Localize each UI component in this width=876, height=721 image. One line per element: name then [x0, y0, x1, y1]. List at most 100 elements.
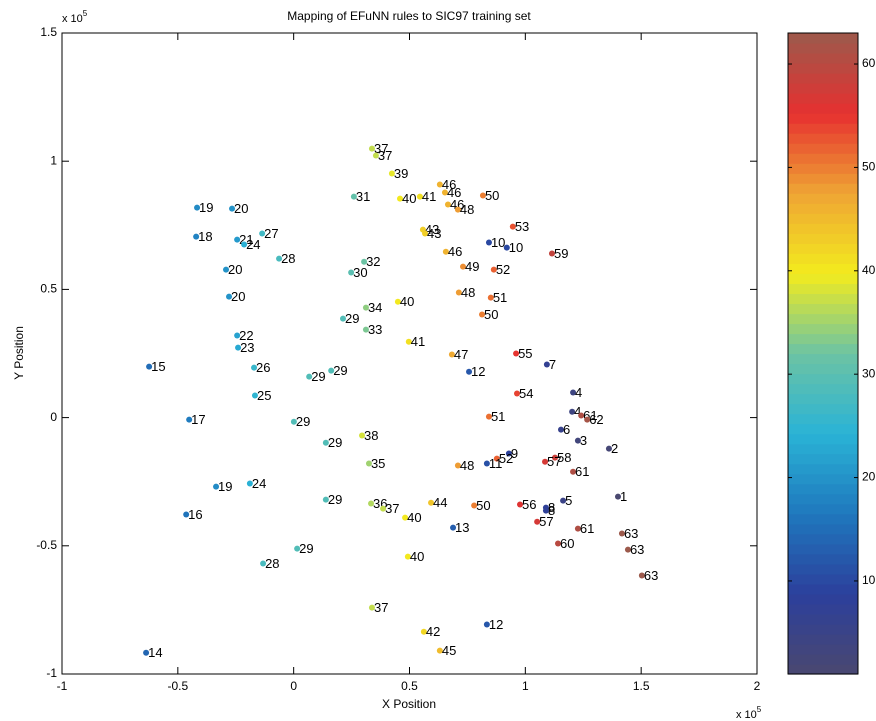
colorbar-band — [788, 323, 858, 335]
point — [186, 416, 193, 423]
colorbar-band — [788, 663, 858, 675]
point-label: 20 — [234, 201, 248, 216]
point — [505, 450, 512, 457]
point-label: 37 — [374, 141, 388, 156]
colorbar-tick-label: 40 — [862, 263, 876, 277]
point — [322, 496, 329, 503]
point — [441, 189, 448, 196]
point-label: 55 — [518, 346, 532, 361]
point-label: 33 — [368, 322, 382, 337]
colorbar-band — [788, 483, 858, 495]
colorbar-band — [788, 553, 858, 565]
colorbar-band — [788, 593, 858, 605]
x-tick-label: 1 — [522, 679, 529, 693]
colorbar-band — [788, 93, 858, 104]
point — [558, 426, 565, 433]
point — [368, 145, 375, 152]
point — [444, 201, 451, 208]
point — [368, 604, 375, 611]
colorbar-band — [788, 603, 858, 615]
point-label: 60 — [560, 536, 574, 551]
point — [483, 460, 490, 467]
point — [624, 546, 631, 553]
colorbar-band — [788, 183, 858, 194]
colorbar-band — [788, 513, 858, 525]
point — [615, 493, 621, 500]
point — [388, 170, 395, 177]
colorbar-band — [788, 343, 858, 355]
point — [362, 326, 369, 333]
point-label: 25 — [257, 388, 271, 403]
point — [251, 392, 258, 399]
point — [503, 244, 510, 251]
colorbar-band — [788, 543, 858, 555]
colorbar-band — [788, 443, 858, 455]
point — [448, 351, 455, 358]
point-label: 31 — [356, 189, 370, 204]
point-label: 29 — [333, 363, 347, 378]
colorbar-band — [788, 363, 858, 375]
point-label: 3 — [580, 433, 587, 448]
colorbar-band — [788, 333, 858, 345]
point-label: 39 — [394, 166, 408, 181]
colorbar-band — [788, 313, 858, 325]
colorbar-band — [788, 633, 858, 645]
point — [509, 223, 516, 230]
point-label: 29 — [311, 369, 325, 384]
point — [402, 514, 409, 521]
point-label: 24 — [246, 237, 260, 252]
point — [260, 560, 267, 567]
colorbar-band — [788, 103, 858, 114]
point — [146, 363, 153, 370]
multiplier-exponent: 5 — [83, 9, 88, 18]
point-label: 27 — [264, 226, 278, 241]
point-label: 42 — [426, 624, 440, 639]
colorbar-band — [788, 73, 858, 84]
point-label: 19 — [199, 200, 213, 215]
point-label: 20 — [231, 289, 245, 304]
point — [542, 458, 549, 465]
point — [194, 204, 201, 211]
x-tick-label: -0.5 — [167, 679, 188, 693]
colorbar-tick-label: 10 — [862, 573, 876, 587]
point — [551, 454, 558, 461]
point — [368, 500, 375, 507]
point-label: 46 — [450, 197, 464, 212]
point-label: 43 — [425, 222, 439, 237]
point-label: 62 — [589, 412, 603, 427]
y-tick-label: -0.5 — [36, 538, 57, 552]
colorbar-band — [788, 253, 858, 264]
point-label: 61 — [580, 521, 594, 536]
point-label: 26 — [256, 360, 270, 375]
y-tick-label: -1 — [46, 666, 57, 680]
colorbar-band — [788, 473, 858, 485]
colorbar-band — [788, 653, 858, 665]
point-label: 19 — [218, 479, 232, 494]
x-multiplier: x 105 — [736, 705, 762, 721]
point — [340, 315, 347, 322]
x-tick-label: -1 — [57, 679, 68, 693]
point-label: 59 — [554, 246, 568, 261]
y-tick-label: 0 — [50, 410, 57, 424]
point — [442, 248, 449, 255]
point — [471, 502, 478, 509]
colorbar-tick-label: 60 — [862, 56, 876, 70]
colorbar-band — [788, 403, 858, 415]
point-label: 15 — [151, 359, 165, 374]
point — [276, 255, 283, 262]
colorbar-band — [788, 283, 858, 295]
point — [348, 269, 355, 276]
point — [569, 408, 576, 415]
colorbar-band — [788, 83, 858, 94]
point — [570, 389, 577, 396]
x-axis-label: X Position — [382, 697, 436, 711]
point-label: 52 — [496, 262, 510, 277]
point-label: 54 — [519, 386, 533, 401]
colorbar-band — [788, 53, 858, 64]
point-label: 40 — [400, 294, 414, 309]
point-label: 9 — [511, 446, 518, 461]
point — [193, 233, 200, 240]
point-label: 61 — [575, 464, 589, 479]
point-label: 58 — [557, 450, 571, 465]
